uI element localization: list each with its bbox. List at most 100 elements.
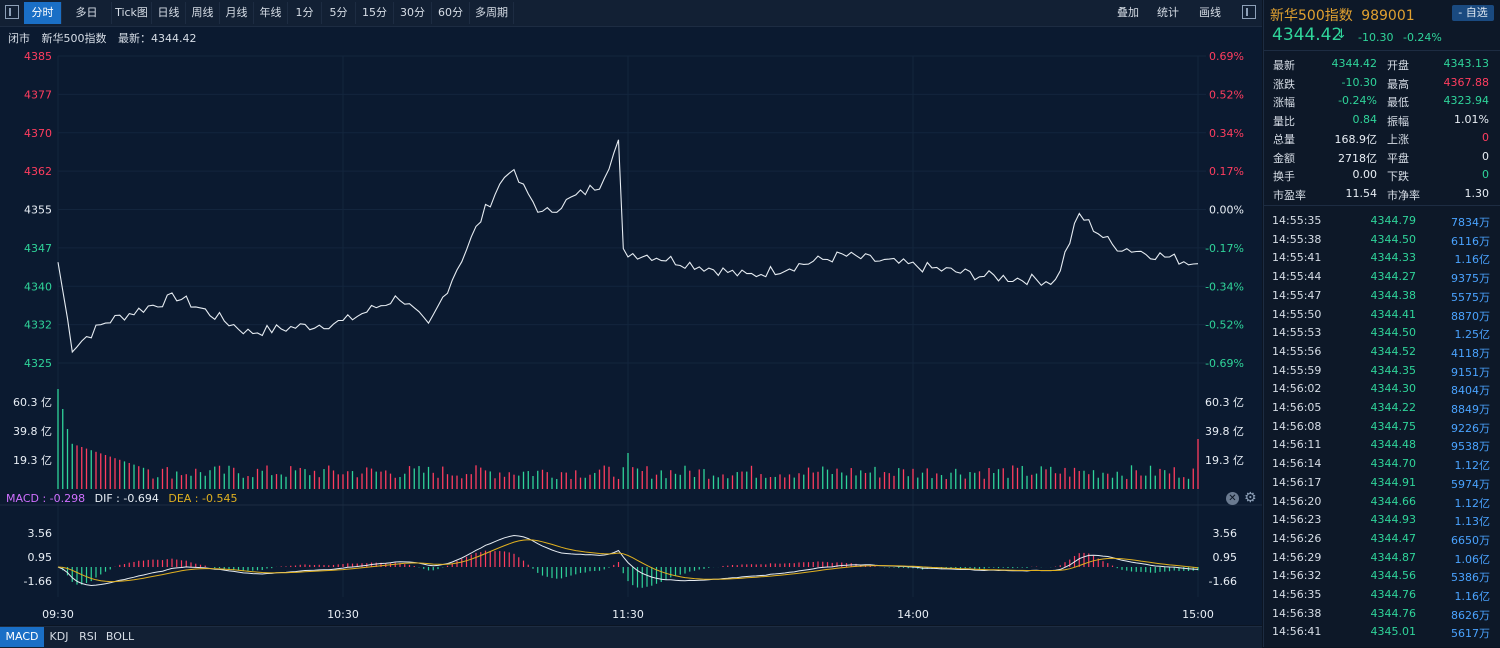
tick-volume: 1.25亿	[1454, 328, 1491, 342]
period-button[interactable]: 多周期	[470, 2, 514, 24]
quote-value: 2718亿	[1338, 151, 1377, 165]
period-button[interactable]: 15分	[356, 2, 394, 24]
percent-axis-label: -0.69%	[1205, 357, 1244, 370]
tick-volume: 7834万	[1451, 216, 1490, 229]
percent-axis-label: 0.00%	[1209, 204, 1244, 217]
period-button[interactable]: 30分	[394, 2, 432, 24]
price-axis-label: 4385	[24, 50, 52, 63]
period-button[interactable]: 1分	[288, 2, 322, 24]
intraday-chart[interactable]: 4385 0.69% 4377 0.52% 4370 0.34% 4362 0.17% 4355…	[0, 27, 1262, 625]
chart-subtitle: 闭市 新华500指数 最新：4344.42	[8, 30, 205, 46]
draw-line-button[interactable]: 画线	[1199, 6, 1221, 19]
right-panel-toggle-icon[interactable]	[1242, 5, 1256, 19]
tick-price: 4344.48	[1370, 438, 1417, 452]
quote-label: 最新	[1273, 59, 1295, 72]
macd-axis-label: -1.66	[1209, 575, 1237, 588]
price-axis-label: 4325	[24, 357, 52, 370]
statistics-button[interactable]: 统计	[1157, 6, 1179, 19]
tick-time: 14:55:47	[1272, 288, 1322, 302]
quote-label: 上涨	[1387, 133, 1409, 146]
tick-time: 14:56:05	[1272, 401, 1322, 414]
tick-time: 14:55:59	[1272, 363, 1322, 377]
price-axis-label: 4347	[24, 242, 52, 255]
tick-row: 14:56:11 4344.48 9538万	[1272, 438, 1492, 457]
quote-label: 总量	[1273, 133, 1295, 146]
tick-row: 14:55:50 4344.41 8870万	[1272, 308, 1492, 327]
time-axis-label: 09:30	[42, 608, 74, 621]
quote-value: 4367.88	[1443, 75, 1490, 89]
period-button[interactable]: Tick图	[112, 2, 152, 24]
tick-price: 4344.87	[1370, 550, 1417, 564]
period-button[interactable]: 月线	[220, 2, 254, 24]
tick-row: 14:56:41 4345.01 5617万	[1272, 625, 1492, 644]
period-button[interactable]: 周线	[186, 2, 220, 24]
tick-time: 14:56:26	[1272, 531, 1322, 545]
quote-value: 0.84	[1352, 112, 1378, 126]
stock-title: 新华500指数 989001	[1270, 5, 1415, 25]
volume-axis-label: 19.3 亿	[13, 454, 52, 467]
tab-boll[interactable]: BOLL	[105, 630, 135, 643]
quote-value: 4343.13	[1443, 57, 1490, 70]
tick-price: 4344.66	[1370, 494, 1417, 508]
overlay-button[interactable]: 叠加	[1117, 6, 1139, 19]
period-button[interactable]: 多日	[62, 2, 112, 24]
tick-row: 14:55:53 4344.50 1.25亿	[1272, 326, 1492, 345]
tick-time: 14:56:35	[1272, 588, 1322, 601]
tick-time: 14:56:08	[1272, 419, 1322, 433]
tick-volume: 5386万	[1451, 571, 1490, 585]
quote-value: 4323.94	[1443, 94, 1490, 107]
tick-time: 14:56:29	[1272, 550, 1322, 564]
price-change: -10.30 -0.24%	[1358, 31, 1442, 44]
tick-time: 14:56:11	[1272, 438, 1322, 452]
tick-price: 4344.75	[1370, 419, 1417, 433]
tick-time: 14:56:20	[1272, 494, 1322, 508]
dea-value: DEA : -0.545	[168, 492, 238, 505]
percent-axis-label: 0.52%	[1209, 88, 1244, 101]
tick-row: 14:55:44 4344.27 9375万	[1272, 270, 1492, 289]
tick-row: 14:56:14 4344.70 1.12亿	[1272, 457, 1492, 476]
macd-axis-label: 3.56	[28, 527, 53, 540]
down-arrow-icon: ↓	[1336, 27, 1347, 42]
quote-label: 涨跌	[1273, 77, 1295, 91]
tick-volume: 6650万	[1451, 533, 1490, 547]
period-button[interactable]: 分时	[24, 2, 62, 24]
quote-value: 0.00	[1352, 168, 1378, 181]
tick-price: 4344.38	[1370, 288, 1417, 302]
period-button[interactable]: 60分	[432, 2, 470, 24]
volume-axis-label: 39.8 亿	[13, 425, 52, 438]
tab-macd[interactable]: MACD	[0, 627, 44, 647]
quote-value: -0.24%	[1338, 94, 1377, 107]
current-price: 4344.42	[1272, 25, 1343, 45]
percent-axis-label: 0.69%	[1209, 50, 1244, 63]
tick-row: 14:56:08 4344.75 9226万	[1272, 420, 1492, 439]
tick-row: 14:55:38 4344.50 6116万	[1272, 233, 1492, 252]
period-button[interactable]: 年线	[254, 2, 288, 24]
watchlist-button[interactable]: - 自选	[1452, 5, 1494, 21]
tick-row: 14:56:20 4344.66 1.12亿	[1272, 495, 1492, 514]
market-state: 闭市	[8, 32, 30, 45]
period-button[interactable]: 日线	[152, 2, 186, 24]
price-axis-label: 4377	[24, 88, 52, 101]
tick-volume: 4118万	[1451, 346, 1490, 360]
chart-area[interactable]	[0, 27, 1262, 625]
tab-kdj[interactable]: KDJ	[49, 630, 69, 643]
price-axis-label: 4355	[24, 204, 52, 217]
left-panel-toggle-icon[interactable]	[5, 5, 19, 19]
quote-label: 金额	[1273, 151, 1295, 165]
tick-time: 14:56:41	[1272, 625, 1322, 639]
gear-icon[interactable]: ⚙	[1244, 490, 1257, 506]
tick-volume: 9226万	[1451, 421, 1490, 435]
quote-value: 0	[1482, 131, 1489, 144]
tab-rsi[interactable]: RSI	[79, 630, 97, 643]
quote-label: 最低	[1387, 96, 1409, 109]
tick-price: 4344.91	[1370, 475, 1417, 489]
price-axis-label: 4370	[24, 127, 52, 140]
macd-header: MACD : -0.298 DIF : -0.694 DEA : -0.545	[6, 492, 237, 505]
tick-price: 4344.50	[1370, 326, 1417, 340]
period-button[interactable]: 5分	[322, 2, 356, 24]
tick-volume: 5974万	[1451, 477, 1490, 491]
close-icon[interactable]: ✕	[1226, 492, 1239, 505]
tick-price: 4344.56	[1370, 569, 1417, 583]
quote-value: 168.9亿	[1334, 133, 1378, 146]
tick-time: 14:56:02	[1272, 382, 1322, 396]
